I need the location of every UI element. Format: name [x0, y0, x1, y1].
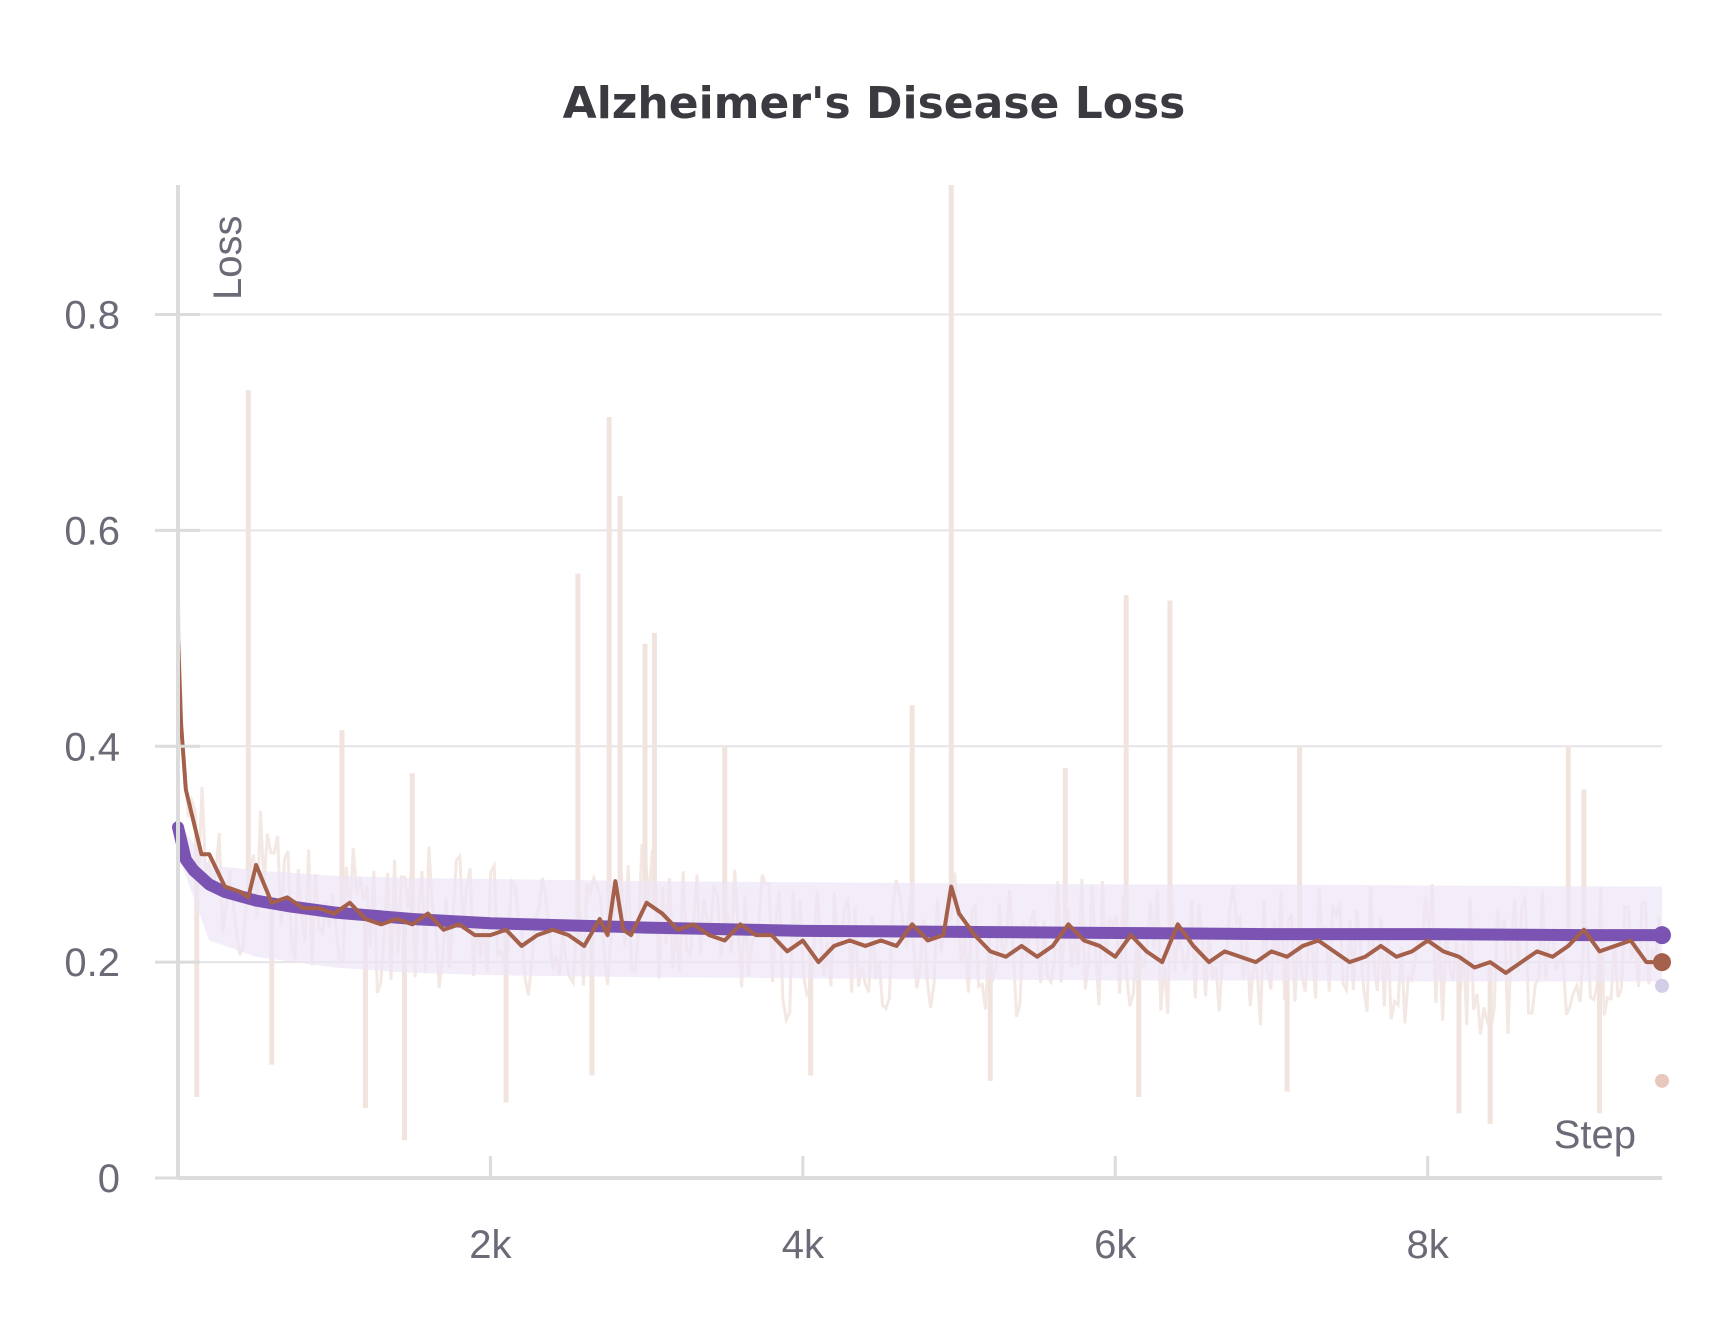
x-tick-label: 2k [469, 1223, 512, 1267]
raw-data-series [176, 185, 1661, 1141]
y-tick-label: 0 [98, 1157, 120, 1201]
end-marker [1653, 926, 1671, 945]
end-marker [1655, 978, 1669, 993]
brown-series-line [176, 636, 1664, 975]
series-lines [172, 636, 1668, 975]
chart-title: Alzheimer's Disease Loss [563, 78, 1186, 129]
variance-band [178, 821, 1662, 982]
x-tick-label: 4k [782, 1223, 825, 1267]
end-markers [1653, 926, 1671, 1088]
x-tick-label: 6k [1094, 1223, 1137, 1267]
y-tick-label: 0.6 [64, 509, 120, 553]
purple-series-line [172, 821, 1668, 942]
y-tick-label: 0.4 [64, 725, 120, 769]
axes: 0 0.2 0.4 0.6 0.8 2k 4k 6k 8k [64, 185, 1662, 1267]
end-marker [1655, 1073, 1669, 1088]
grid-lines [178, 313, 1662, 964]
x-tick-label: 8k [1407, 1223, 1450, 1267]
y-tick-label: 0.8 [64, 294, 120, 338]
y-tick-label: 0.2 [64, 941, 120, 985]
y-axis-label: Loss [206, 216, 250, 301]
end-marker [1653, 953, 1671, 972]
confidence-band [178, 821, 1662, 982]
x-axis-label: Step [1554, 1113, 1636, 1157]
